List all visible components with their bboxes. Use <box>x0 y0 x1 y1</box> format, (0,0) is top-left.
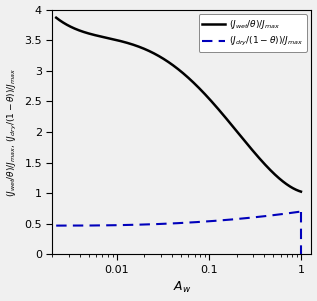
$(J_{wet}/\theta)/J_{max}$ <box>294 188 298 192</box>
X-axis label: $A_w$: $A_w$ <box>173 280 191 296</box>
$(J_{dry}/(1-\theta))/J_{max}$ <box>280 212 284 216</box>
Legend: $(J_{wet}/\theta)/J_{max}$, $(J_{dry}/(1-\theta))/J_{max}$: $(J_{wet}/\theta)/J_{max}$, $(J_{dry}/(1… <box>198 14 307 52</box>
$(J_{wet}/\theta)/J_{max}$ <box>82 30 86 34</box>
$(J_{dry}/(1-\theta))/J_{max}$ <box>54 224 58 228</box>
$(J_{wet}/\theta)/J_{max}$ <box>268 168 272 171</box>
$(J_{dry}/(1-\theta))/J_{max}$ <box>73 224 76 227</box>
$(J_{wet}/\theta)/J_{max}$ <box>54 16 58 20</box>
Line: $(J_{dry}/(1-\theta))/J_{max}$: $(J_{dry}/(1-\theta))/J_{max}$ <box>56 212 301 226</box>
Line: $(J_{wet}/\theta)/J_{max}$: $(J_{wet}/\theta)/J_{max}$ <box>56 18 301 192</box>
$(J_{wet}/\theta)/J_{max}$ <box>299 190 303 194</box>
$(J_{dry}/(1-\theta))/J_{max}$ <box>147 222 151 226</box>
Y-axis label: $(J_{wet}/\theta)/J_{max}$, $(J_{dry}/(1-\theta))/J_{max}$: $(J_{wet}/\theta)/J_{max}$, $(J_{dry}/(1… <box>6 67 19 197</box>
$(J_{dry}/(1-\theta))/J_{max}$ <box>290 211 294 215</box>
$(J_{wet}/\theta)/J_{max}$ <box>97 34 100 38</box>
$(J_{wet}/\theta)/J_{max}$ <box>148 50 152 53</box>
$(J_{dry}/(1-\theta))/J_{max}$ <box>163 222 167 225</box>
$(J_{dry}/(1-\theta))/J_{max}$ <box>299 210 303 213</box>
$(J_{wet}/\theta)/J_{max}$ <box>159 55 163 59</box>
$(J_{dry}/(1-\theta))/J_{max}$ <box>245 216 249 220</box>
